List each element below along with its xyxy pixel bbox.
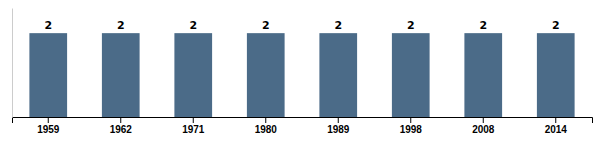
bar bbox=[102, 33, 140, 117]
data-label: 2 bbox=[479, 19, 487, 32]
x-tick-label: 1989 bbox=[327, 124, 350, 135]
x-tick-mark bbox=[193, 117, 194, 123]
bar bbox=[464, 33, 502, 117]
x-tick-mark bbox=[410, 117, 411, 123]
chart: 1959 1962 1971 1980 1989 1998 2008 2014 2 2 2 2 2 2 2 2 bbox=[0, 0, 604, 141]
bar bbox=[319, 33, 357, 117]
x-tick: 1959 bbox=[37, 117, 60, 135]
data-label: 2 bbox=[334, 19, 342, 32]
plot: 1959 1962 1971 1980 1989 1998 2008 2014 2 2 2 2 2 2 2 2 bbox=[13, 9, 593, 136]
y-axis-line bbox=[12, 9, 13, 118]
x-tick: 1962 bbox=[110, 117, 133, 135]
bar bbox=[392, 33, 430, 117]
x-tick: 1971 bbox=[182, 117, 205, 135]
data-label: 2 bbox=[44, 19, 52, 32]
x-tick-label: 1962 bbox=[110, 124, 133, 135]
data-label: 2 bbox=[552, 19, 560, 32]
x-tick-label: 1971 bbox=[182, 124, 205, 135]
data-labels: 2 2 2 2 2 2 2 2 bbox=[44, 19, 559, 32]
data-label: 2 bbox=[189, 19, 197, 32]
x-tick-label: 1980 bbox=[255, 124, 278, 135]
x-axis-line bbox=[13, 118, 593, 124]
x-tick: 1998 bbox=[400, 117, 423, 135]
x-tick: 1980 bbox=[255, 117, 278, 135]
x-axis: 1959 1962 1971 1980 1989 1998 2008 2014 bbox=[13, 117, 593, 135]
bar bbox=[174, 33, 212, 117]
x-tick-mark bbox=[483, 117, 484, 123]
x-tick-label: 1998 bbox=[400, 124, 423, 135]
x-tick-label: 2014 bbox=[545, 124, 568, 135]
y-axis bbox=[12, 9, 13, 118]
bar bbox=[29, 33, 67, 117]
x-tick: 2008 bbox=[472, 117, 495, 135]
x-tick-label: 2008 bbox=[472, 124, 495, 135]
bar bbox=[247, 33, 285, 117]
x-tick-mark bbox=[555, 117, 556, 123]
data-label: 2 bbox=[262, 19, 270, 32]
data-label: 2 bbox=[117, 19, 125, 32]
x-tick-mark bbox=[120, 117, 121, 123]
x-tick-mark bbox=[48, 117, 49, 123]
bars bbox=[29, 33, 574, 117]
x-tick-mark bbox=[338, 117, 339, 123]
x-tick-mark bbox=[265, 117, 266, 123]
x-tick: 1989 bbox=[327, 117, 350, 135]
x-tick-label: 1959 bbox=[37, 124, 60, 135]
x-tick: 2014 bbox=[545, 117, 568, 135]
data-label: 2 bbox=[407, 19, 415, 32]
bar bbox=[537, 33, 575, 117]
